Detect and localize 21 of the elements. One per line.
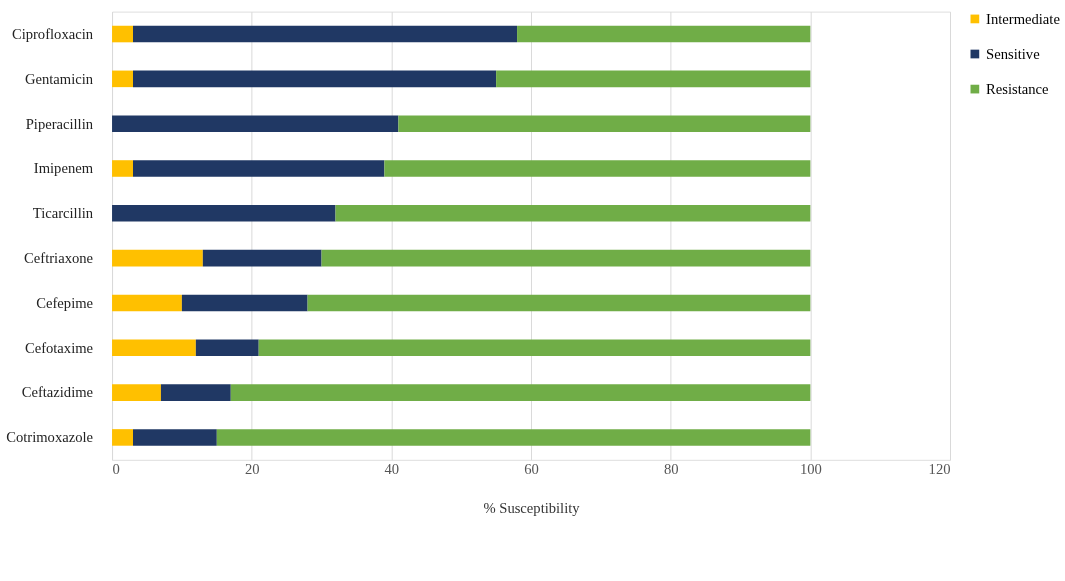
y-tick-label: Ciprofloxacin xyxy=(11,25,94,42)
x-tick-label: 0 xyxy=(112,460,120,477)
x-axis-title: % Susceptibility xyxy=(483,499,581,516)
y-tick-label: Cefepime xyxy=(36,294,94,311)
y-tick-label: Cotrimoxazole xyxy=(6,429,94,446)
x-tick-label: 80 xyxy=(663,460,679,477)
x-tick-label: 60 xyxy=(524,460,539,477)
legend-label: Resistance xyxy=(986,80,1049,97)
y-tick-label: Gentamicin xyxy=(24,70,94,87)
x-tick-label: 100 xyxy=(799,460,822,477)
y-tick-label: Ceftriaxone xyxy=(24,250,94,267)
y-tick-label: Imipenem xyxy=(33,160,94,177)
y-tick-label: Ceftazidime xyxy=(21,384,94,401)
x-tick-label: 40 xyxy=(384,460,400,477)
legend-label: Sensitive xyxy=(986,45,1040,62)
y-tick-label: Cefotaxime xyxy=(24,339,94,356)
x-tick-label: 20 xyxy=(244,460,260,477)
y-tick-label: Piperacillin xyxy=(25,115,94,132)
x-tick-label: 120 xyxy=(928,460,951,477)
legend-label: Intermediate xyxy=(986,10,1060,27)
y-tick-label: Ticarcillin xyxy=(32,205,94,222)
